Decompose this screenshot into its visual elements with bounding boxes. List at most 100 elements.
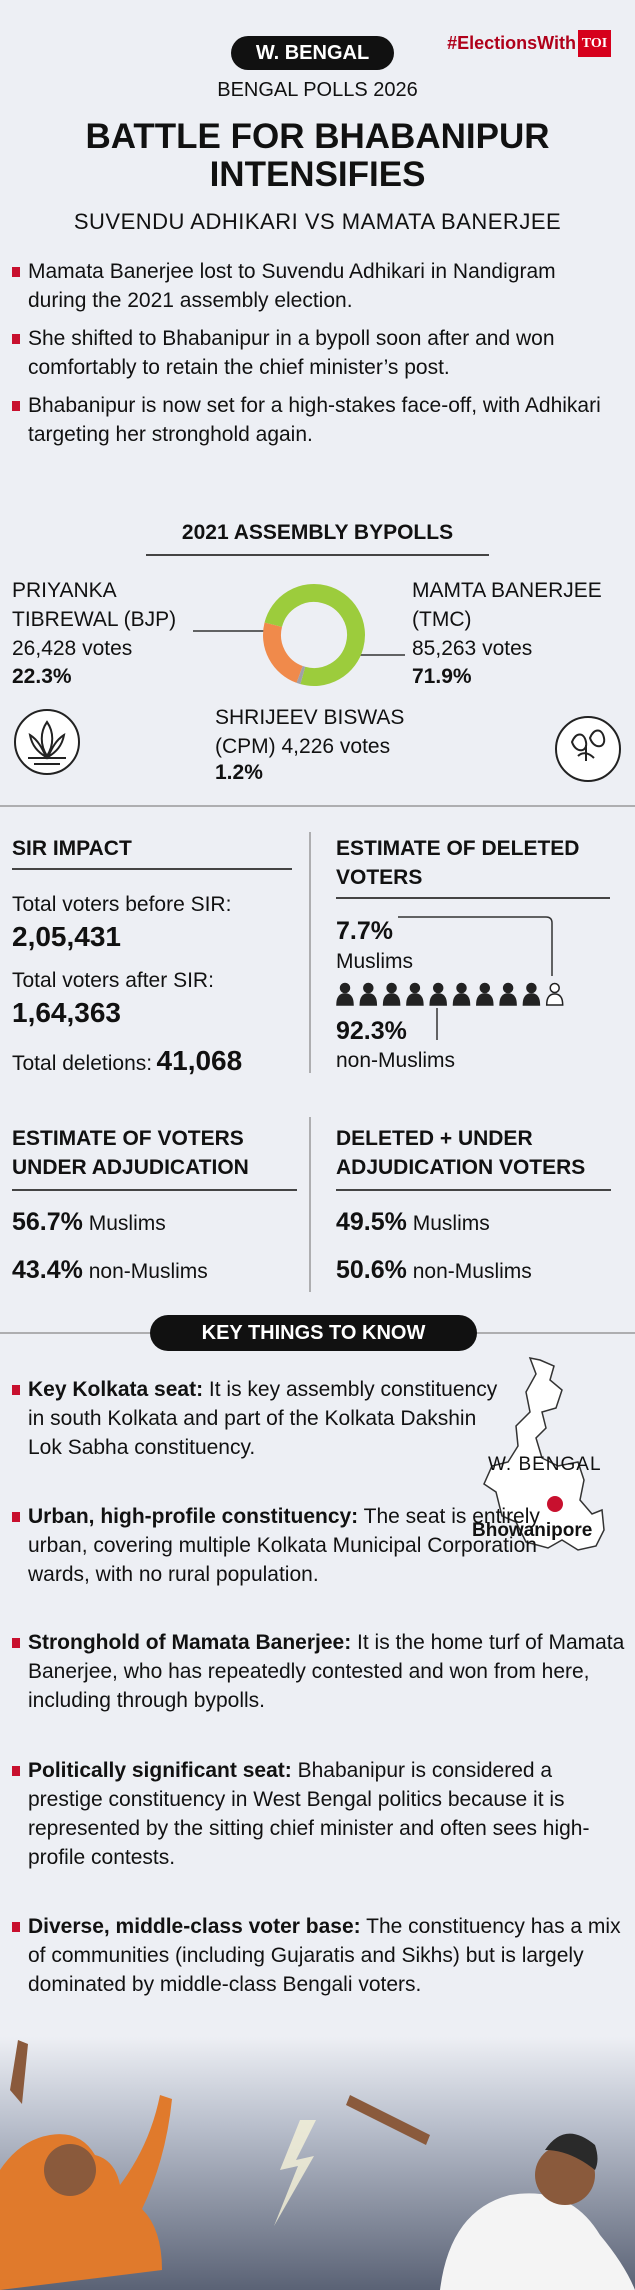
section-title: ESTIMATE OF VOTERS UNDER ADJUDICATION xyxy=(12,1127,249,1179)
person-icon xyxy=(545,993,564,1006)
label: Muslims xyxy=(412,1212,490,1235)
person-icon xyxy=(363,982,374,994)
key-thing-head: Key Kolkata seat: xyxy=(28,1378,204,1401)
value: 41,068 xyxy=(156,1045,243,1076)
person-icon xyxy=(382,993,401,1006)
candidate-name: PRIYANKA TIBREWAL (BJP) xyxy=(12,579,177,631)
candidate-name: SHRIJEEV BISWAS (CPM) xyxy=(215,706,405,758)
donut-segment xyxy=(296,665,306,685)
tmc-symbol xyxy=(555,716,621,782)
person-icon xyxy=(479,982,491,994)
row: 50.6% non-Muslims xyxy=(336,1254,532,1288)
key-thing-body: Bhabanipur is considered a prestige cons… xyxy=(28,1759,590,1869)
candidate-votes: 26,428 votes xyxy=(12,637,133,660)
donut-segment xyxy=(263,622,304,683)
person-icon xyxy=(452,993,471,1006)
person-icon xyxy=(502,982,514,994)
share: 50.6% xyxy=(336,1256,407,1284)
person-icon xyxy=(476,993,494,1006)
section-title: ESTIMATE OF DELETED VOTERS xyxy=(336,837,580,889)
value: 2,05,431 xyxy=(12,921,121,952)
key-thing-head: Urban, high-profile constituency: xyxy=(28,1505,359,1528)
tag-pill xyxy=(231,36,394,70)
value: 1,64,363 xyxy=(12,997,121,1028)
candidate-share: 22.3% xyxy=(12,665,72,688)
person-icon xyxy=(549,982,560,994)
map-region: W. BENGAL xyxy=(488,1454,602,1475)
title: BATTLE FOR BHABANIPUR INTENSIFIES xyxy=(85,117,550,194)
key-things-pill xyxy=(150,1315,477,1351)
photo xyxy=(0,2037,635,2290)
person-icon xyxy=(499,993,517,1006)
key-thing-head: Stronghold of Mamata Banerjee: xyxy=(28,1631,352,1654)
donut-segment xyxy=(264,584,365,686)
share: 43.4% xyxy=(12,1256,83,1284)
person-icon xyxy=(339,982,351,994)
person-icon xyxy=(522,993,541,1006)
brand: #ElectionsWith xyxy=(447,33,576,53)
bjp-symbol xyxy=(14,709,80,775)
share: 49.5% xyxy=(336,1208,407,1236)
person-icon xyxy=(526,982,537,994)
section-title: DELETED + UNDER ADJUDICATION VOTERS xyxy=(336,1127,586,1179)
candidate-entry: SHRIJEEV BISWAS (CPM) 4,226 votes xyxy=(215,703,465,761)
candidate-votes: 4,226 votes xyxy=(281,735,391,758)
person-icon xyxy=(406,993,424,1006)
label: Muslims xyxy=(88,1212,166,1235)
key-thing-body: The seat is entirely urban, covering mul… xyxy=(28,1505,540,1586)
key-thing: Stronghold of Mamata Banerjee: It is the… xyxy=(12,1628,628,1715)
share: 56.7% xyxy=(12,1208,83,1236)
row: 49.5% Muslims xyxy=(336,1206,490,1240)
key-thing: Key Kolkata seat: It is key assembly con… xyxy=(12,1375,498,1462)
tag: W. BENGAL xyxy=(255,42,370,64)
intro-bullet: Mamata Banerjee lost to Suvendu Adhikari… xyxy=(12,257,618,315)
key-thing: Diverse, middle-class voter base: The co… xyxy=(12,1912,628,1999)
person-icon xyxy=(429,993,447,1006)
label: Total voters before SIR: xyxy=(12,893,232,916)
donut xyxy=(263,584,365,686)
map-marker xyxy=(547,1496,563,1512)
share: 7.7% xyxy=(336,917,393,945)
person-icon xyxy=(359,993,378,1006)
section-title: SIR IMPACT xyxy=(12,837,132,860)
label: Muslims xyxy=(336,950,413,973)
pictogram xyxy=(336,982,564,1006)
map-outline xyxy=(483,1356,605,1551)
intro-bullet: Bhabanipur is now set for a high-stakes … xyxy=(12,391,618,449)
brand-logo-box xyxy=(578,30,611,57)
label: Total voters after SIR: xyxy=(12,969,214,992)
person-icon xyxy=(336,993,354,1006)
person-icon xyxy=(432,982,444,994)
candidate-votes: 85,263 votes xyxy=(412,637,533,660)
label: Total deletions: xyxy=(12,1052,153,1075)
kicker: BENGAL POLLS 2026 xyxy=(217,79,418,101)
person-icon xyxy=(409,982,421,994)
row: 56.7% Muslims xyxy=(12,1206,166,1240)
subtitle: SUVENDU ADHIKARI VS MAMATA BANERJEE xyxy=(73,209,562,234)
person-icon xyxy=(456,982,467,994)
key-thing-body: The constituency has a mix of communitie… xyxy=(28,1915,621,1996)
label: non-Muslims xyxy=(336,1049,456,1072)
bypolls-title: 2021 ASSEMBLY BYPOLLS xyxy=(181,521,454,544)
key-thing: Urban, high-profile constituency: The se… xyxy=(12,1502,568,1589)
key-thing: Politically significant seat: Bhabanipur… xyxy=(12,1756,628,1872)
label: non-Muslims xyxy=(412,1260,532,1283)
key-thing-head: Politically significant seat: xyxy=(28,1759,292,1782)
row: 43.4% non-Muslims xyxy=(12,1254,208,1288)
brand-logo: TOI xyxy=(581,36,608,51)
connector xyxy=(398,916,553,976)
key-thing-body: It is key assembly constituency in south… xyxy=(28,1378,498,1459)
person-icon xyxy=(386,982,397,994)
candidate-share: 1.2% xyxy=(215,761,263,784)
share: 92.3% xyxy=(336,1017,407,1045)
intro-bullet: She shifted to Bhabanipur in a bypoll so… xyxy=(12,324,633,382)
key-things-title: KEY THINGS TO KNOW xyxy=(201,1322,426,1344)
key-thing-body: It is the home turf of Mamata Banerjee, … xyxy=(28,1631,625,1712)
deletions: Total deletions: 41,068 xyxy=(12,1044,312,1083)
map-place: Bhowanipore xyxy=(472,1520,593,1541)
label: non-Muslims xyxy=(88,1260,208,1283)
key-thing-head: Diverse, middle-class voter base: xyxy=(28,1915,361,1938)
candidate-share: 71.9% xyxy=(412,665,472,688)
